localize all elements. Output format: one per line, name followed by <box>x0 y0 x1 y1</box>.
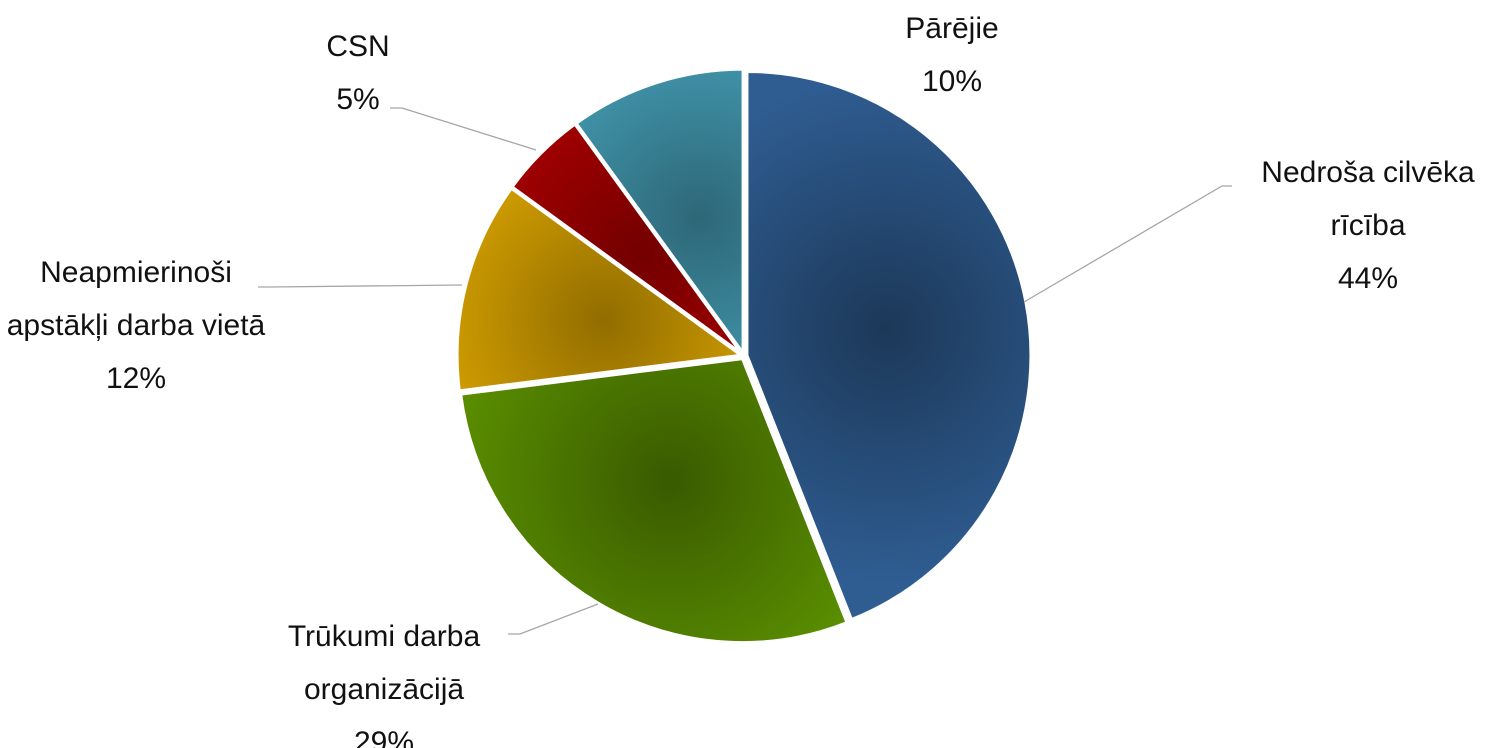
pie-slice <box>574 67 745 358</box>
value-label: 12% <box>105 362 167 395</box>
data-label: Trūkumi darba organizācijā 29% <box>244 610 524 748</box>
value-label: 44% <box>1337 262 1399 295</box>
leader-line <box>390 107 537 151</box>
category-label: Trūkumi darba organizācijā <box>287 620 481 706</box>
pie-slice <box>459 356 849 645</box>
category-label: Nedroša cilvēka rīcība <box>1261 156 1475 242</box>
value-label: 10% <box>921 65 983 98</box>
leader-line <box>508 603 599 635</box>
pie-slice <box>455 186 746 393</box>
value-label: 5% <box>336 83 380 116</box>
data-label: CSN 5% <box>300 20 416 126</box>
leader-line <box>258 284 463 288</box>
pie-slice <box>745 69 1033 622</box>
value-label: 29% <box>353 726 415 748</box>
category-label: Neapmierinoši apstākļi darba vietā <box>6 256 266 342</box>
data-label: Neapmierinoši apstākļi darba vietā 12% <box>0 246 272 405</box>
category-label: Pārējie <box>905 12 999 45</box>
data-label: Pārējie 10% <box>860 2 1044 108</box>
category-label: CSN <box>326 30 390 63</box>
leader-line <box>1023 185 1232 303</box>
data-label: Nedroša cilvēka rīcība 44% <box>1228 146 1508 305</box>
